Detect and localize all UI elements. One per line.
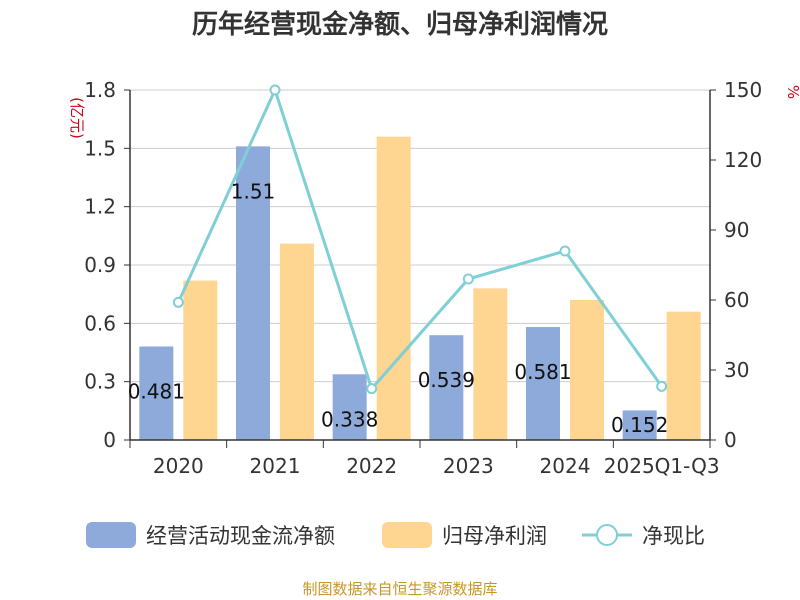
legend-swatch-net-profit xyxy=(382,522,432,548)
bar-net-profit xyxy=(473,288,508,440)
bars xyxy=(139,136,701,440)
left-tick-label: 0.9 xyxy=(84,253,116,277)
data-labels: 0.481 1.51 0.338 0.539 0.581 0.152 xyxy=(128,179,669,437)
bar-operating-cash-flow xyxy=(236,146,270,440)
bar-operating-cash-flow xyxy=(429,335,464,440)
data-label: 1.51 xyxy=(231,179,276,203)
x-tick-label: 2021 xyxy=(250,454,301,478)
ratio-point xyxy=(462,273,474,285)
chart-title: 历年经营现金净额、归母净利润情况 xyxy=(192,9,608,40)
right-tick-label: 150 xyxy=(724,78,762,102)
bar-net-profit xyxy=(183,280,218,440)
x-tick-label: 2022 xyxy=(346,454,397,478)
left-tick-label: 0 xyxy=(103,428,116,452)
x-tick-label: 2025Q1-Q3 xyxy=(604,454,720,478)
legend-swatch-operating-cash-flow xyxy=(86,522,136,548)
left-tick-label: 1.2 xyxy=(84,195,116,219)
left-tick-label: 1.8 xyxy=(84,78,116,102)
data-label: 0.152 xyxy=(611,413,668,437)
legend-swatch-ratio-marker xyxy=(596,524,618,546)
right-tick-label: 60 xyxy=(724,288,749,312)
right-axis-unit: % xyxy=(784,85,800,99)
legend: 经营活动现金流净额 归母净利润 净现比 xyxy=(86,522,705,548)
ratio-point xyxy=(656,380,668,392)
legend-label-operating-cash-flow: 经营活动现金流净额 xyxy=(146,524,335,548)
ratio-line xyxy=(172,84,668,395)
axes: 0 0.3 0.6 0.9 1.2 1.5 1.8 0 30 60 90 120 150 2020 2021… xyxy=(84,78,762,478)
data-label: 0.338 xyxy=(321,407,378,431)
ratio-point xyxy=(559,245,571,257)
right-tick-label: 120 xyxy=(724,148,762,172)
x-tick-label: 2023 xyxy=(443,454,494,478)
x-tick-label: 2024 xyxy=(540,454,591,478)
bar-net-profit xyxy=(666,311,701,440)
data-label: 0.539 xyxy=(418,368,475,392)
x-tick-label: 2020 xyxy=(153,454,204,478)
source-note: 制图数据来自恒生聚源数据库 xyxy=(302,580,497,598)
ratio-point xyxy=(366,383,378,395)
right-tick-label: 0 xyxy=(724,428,737,452)
legend-label-net-profit: 归母净利润 xyxy=(442,524,547,548)
left-tick-label: 1.5 xyxy=(84,136,116,160)
right-tick-label: 90 xyxy=(724,218,749,242)
bar-net-profit xyxy=(376,136,411,440)
left-axis-unit: (亿元) xyxy=(68,97,86,139)
legend-label-ratio: 净现比 xyxy=(642,524,705,548)
bar-net-profit xyxy=(570,300,604,440)
ratio-line-path xyxy=(176,85,663,392)
left-tick-label: 0.6 xyxy=(84,311,116,335)
data-label: 0.581 xyxy=(514,360,571,384)
bar-net-profit xyxy=(280,243,314,440)
bar-operating-cash-flow xyxy=(332,374,367,440)
ratio-point xyxy=(269,84,281,96)
data-label: 0.481 xyxy=(128,379,185,403)
bar-operating-cash-flow xyxy=(622,410,657,440)
gridlines xyxy=(130,89,710,383)
right-tick-label: 30 xyxy=(724,358,749,382)
bar-operating-cash-flow xyxy=(526,327,560,440)
bar-operating-cash-flow xyxy=(139,346,174,440)
ratio-point xyxy=(172,296,184,308)
left-tick-label: 0.3 xyxy=(84,370,116,394)
